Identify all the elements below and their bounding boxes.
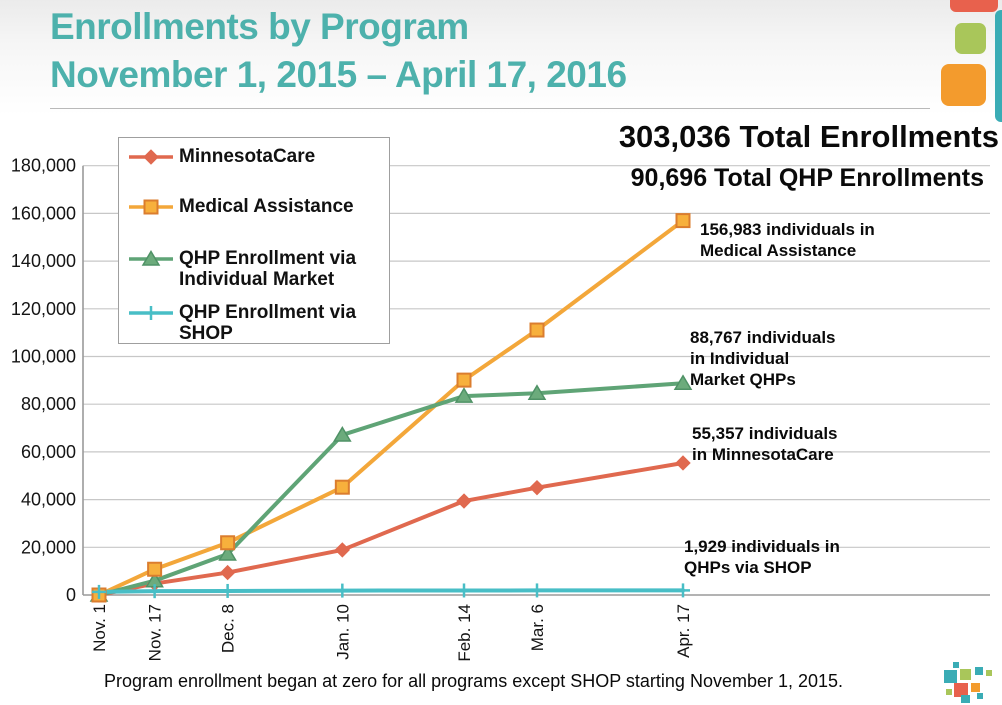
legend-item-1: MinnesotaCare <box>127 146 383 167</box>
plus-marker-icon <box>129 306 173 320</box>
svg-text:80,000: 80,000 <box>21 394 76 414</box>
legend-item-4: QHP Enrollment via SHOP <box>127 302 383 344</box>
page-title-line2: November 1, 2015 – April 17, 2016 <box>50 54 627 95</box>
annotation-individual-market-qhp: 88,767 individuals in Individual Market … <box>690 328 836 389</box>
legend-label: QHP Enrollment via SHOP <box>179 302 357 344</box>
legend-item-2: Medical Assistance <box>127 196 383 217</box>
total-qhp-enrollments-headline: 90,696 Total QHP Enrollments <box>630 164 984 192</box>
svg-text:0: 0 <box>66 585 76 605</box>
svg-text:20,000: 20,000 <box>21 537 76 557</box>
page-title-line1: Enrollments by Program <box>50 6 469 47</box>
svg-text:100,000: 100,000 <box>11 347 76 367</box>
svg-text:Nov. 1: Nov. 1 <box>90 604 109 652</box>
deco-square-red-icon <box>950 0 998 12</box>
legend-label: Medical Assistance <box>179 196 354 217</box>
triangle-marker-icon <box>129 250 173 266</box>
title-divider <box>50 108 930 109</box>
svg-text:160,000: 160,000 <box>11 203 76 223</box>
svg-text:Nov. 17: Nov. 17 <box>146 604 165 661</box>
footnote: Program enrollment began at zero for all… <box>104 671 844 691</box>
svg-text:Mar. 6: Mar. 6 <box>528 604 547 651</box>
annotation-shop-qhp: 1,929 individuals in QHPs via SHOP <box>684 537 840 577</box>
legend: MinnesotaCare Medical Assistance QHP Enrol… <box>118 137 390 344</box>
legend-label: MinnesotaCare <box>179 146 316 167</box>
legend-item-3: QHP Enrollment via Individual Market <box>127 248 383 290</box>
annotation-minnesotacare: 55,357 individuals in MinnesotaCare <box>692 424 838 464</box>
square-marker-icon <box>129 199 173 215</box>
diamond-marker-icon <box>129 149 173 165</box>
svg-text:120,000: 120,000 <box>11 299 76 319</box>
svg-text:40,000: 40,000 <box>21 490 76 510</box>
legend-label: QHP Enrollment via Individual Market <box>179 248 357 290</box>
svg-text:140,000: 140,000 <box>11 251 76 271</box>
svg-text:Apr. 17: Apr. 17 <box>674 604 693 658</box>
annotation-medical-assistance: 156,983 individuals in Medical Assistanc… <box>700 220 875 260</box>
mnsure-logo-mosaic-icon <box>941 657 995 703</box>
deco-square-orange-icon <box>941 64 986 106</box>
svg-text:60,000: 60,000 <box>21 442 76 462</box>
svg-text:Dec. 8: Dec. 8 <box>219 604 238 653</box>
svg-text:180,000: 180,000 <box>11 156 76 176</box>
total-enrollments-headline: 303,036 Total Enrollments <box>618 119 999 154</box>
svg-text:Feb. 14: Feb. 14 <box>455 604 474 662</box>
deco-square-green-icon <box>955 23 986 54</box>
svg-text:Jan. 10: Jan. 10 <box>333 604 352 660</box>
deco-bar-teal-icon <box>995 10 1002 122</box>
